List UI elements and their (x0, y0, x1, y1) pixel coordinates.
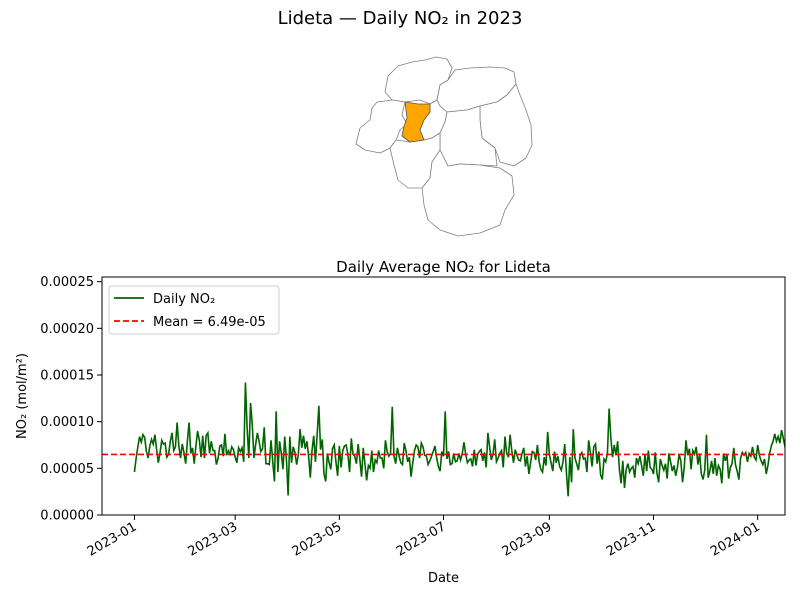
plot-frame (101, 276, 786, 516)
legend-label-daily-no2: Daily NO₂ (153, 292, 215, 307)
x-tick-label: 2023-09 (500, 519, 555, 559)
x-tick-label: 2023-05 (290, 519, 345, 559)
x-tick-label: 2023-11 (604, 519, 659, 559)
y-tick-label: 0.00005 (40, 462, 94, 477)
map-region-south (421, 149, 515, 237)
legend: Daily NO₂ Mean = 6.49e-05 (108, 285, 280, 335)
figure-title: Lideta — Daily NO₂ in 2023 (277, 8, 523, 29)
series-daily-no2-line (133, 382, 785, 497)
y-tick-label: 0.00000 (40, 509, 94, 524)
map-region-highlight (401, 101, 431, 143)
y-tick-label: 0.00010 (40, 415, 94, 430)
y-tick-label: 0.00015 (40, 369, 94, 384)
x-tick-label: 2023-01 (85, 519, 140, 559)
x-tick-label: 2023-03 (186, 519, 241, 559)
legend-label-mean: Mean = 6.49e-05 (153, 315, 266, 330)
chart-title: Daily Average NO₂ for Lideta (336, 258, 551, 276)
x-tick-label: 2023-07 (394, 519, 449, 559)
y-tick-label: 0.00020 (40, 322, 94, 337)
y-axis-label: NO₂ (mol/m²) (15, 353, 30, 439)
x-tick-label: 2024-01 (708, 519, 763, 559)
y-tick-label: 0.00025 (40, 275, 94, 290)
x-axis-label: Date (428, 571, 459, 586)
map-regions (355, 56, 533, 237)
legend-box (108, 285, 280, 335)
district-map (355, 56, 533, 237)
